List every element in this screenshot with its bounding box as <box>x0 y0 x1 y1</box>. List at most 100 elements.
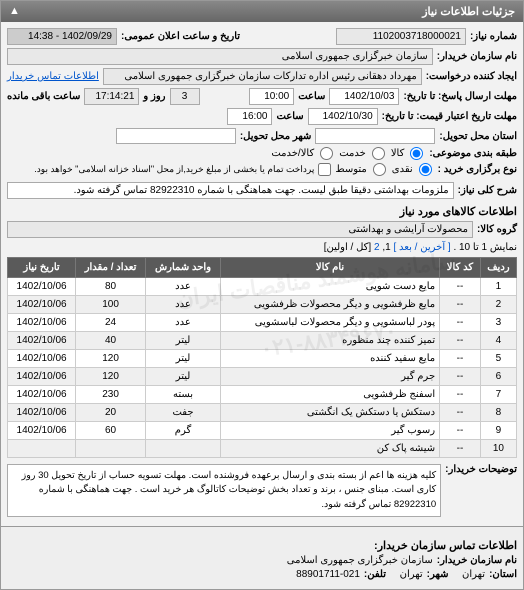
pager-text1: نمایش 1 تا 10 . <box>453 242 517 253</box>
table-row[interactable]: 2--مایع ظرفشویی و دیگر محصولات ظرفشوییعد… <box>8 296 517 314</box>
table-cell: 8 <box>480 404 516 422</box>
table-cell: عدد <box>146 296 221 314</box>
table-cell: 60 <box>76 422 146 440</box>
table-cell: 1402/10/06 <box>8 368 76 386</box>
pager-p1: 1 <box>385 242 391 253</box>
footer-org: سازمان خبرگزاری جمهوری اسلامی <box>287 555 433 566</box>
table-cell: لیتر <box>146 332 221 350</box>
footer-block: اطلاعات تماس سازمان خریدار: نام سازمان خ… <box>1 526 523 589</box>
table-cell: شیشه پاک کن <box>220 440 439 458</box>
pager-text2: [کل / اولین] <box>324 242 372 253</box>
panel-body: شماره نیاز: 1102003718000021 تاریخ و ساع… <box>1 22 523 526</box>
table-row[interactable]: 7--اسفنج ظرفشوییبسته2301402/10/06 <box>8 386 517 404</box>
pkg-radio-goods[interactable] <box>410 147 423 160</box>
table-cell: 24 <box>76 314 146 332</box>
pager-last[interactable]: [ آخرین <box>420 242 450 253</box>
desc-label: شرح کلی نیاز: <box>458 185 517 196</box>
table-cell: -- <box>440 440 481 458</box>
table-cell: 1402/10/06 <box>8 404 76 422</box>
deliver-prov <box>315 128 435 144</box>
days-left: 3 <box>170 88 200 105</box>
table-row[interactable]: 4--تمیز کننده چند منظورهلیتر401402/10/06 <box>8 332 517 350</box>
panel-header: جزئیات اطلاعات نیاز ▲ <box>1 1 523 22</box>
table-cell: 6 <box>480 368 516 386</box>
table-cell: -- <box>440 422 481 440</box>
table-row[interactable]: 6--جرم گیرلیتر1201402/10/06 <box>8 368 517 386</box>
table-cell: 1402/10/06 <box>8 314 76 332</box>
table-cell: -- <box>440 278 481 296</box>
table-cell: 2 <box>480 296 516 314</box>
table-cell: -- <box>440 404 481 422</box>
contact-link[interactable]: اطلاعات تماس خریدار <box>7 71 99 82</box>
table-cell: -- <box>440 368 481 386</box>
pkg-radio-both[interactable] <box>320 147 333 160</box>
table-cell: 9 <box>480 422 516 440</box>
table-cell: لیتر <box>146 368 221 386</box>
pager: نمایش 1 تا 10 . [ آخرین / بعد ] 1, 2 [کل… <box>7 242 517 253</box>
table-cell: 4 <box>480 332 516 350</box>
pkg-r1: کالا <box>391 148 405 159</box>
table-cell: 120 <box>76 368 146 386</box>
deadline-date: 1402/10/03 <box>329 88 399 105</box>
table-cell: 40 <box>76 332 146 350</box>
pay-label: نوع برگزاری خرید : <box>438 164 517 175</box>
pub-date-value: 1402/09/29 - 14:38 <box>7 28 117 45</box>
table-cell: پودر لباسشویی و دیگر محصولات لباسشویی <box>220 314 439 332</box>
table-cell: گرم <box>146 422 221 440</box>
table-cell: عدد <box>146 278 221 296</box>
pay-check[interactable] <box>318 163 331 176</box>
table-cell: 3 <box>480 314 516 332</box>
pkg-r2: خدمت <box>339 148 366 159</box>
desc-value: ملزومات بهداشتی دقیقا طبق لیست. جهت هماه… <box>7 182 454 199</box>
table-row[interactable]: 10--شیشه پاک کن <box>8 440 517 458</box>
table-cell: تمیز کننده چند منظوره <box>220 332 439 350</box>
table-header: تاریخ نیاز <box>8 258 76 278</box>
pkg-radio-service[interactable] <box>372 147 385 160</box>
price-time: 16:00 <box>227 108 272 125</box>
pager-next[interactable]: / بعد ] <box>393 242 417 253</box>
table-cell: 100 <box>76 296 146 314</box>
buyer-notes-value: کلیه هزینه ها اعم از بسته بندی و ارسال ب… <box>7 464 441 517</box>
remain-time: 17:14:21 <box>84 88 139 105</box>
table-cell: جرم گیر <box>220 368 439 386</box>
buyer-value: سازمان خبرگزاری جمهوری اسلامی <box>7 48 433 65</box>
table-cell: مایع دست شویی <box>220 278 439 296</box>
table-cell: 1402/10/06 <box>8 422 76 440</box>
table-cell: 1402/10/06 <box>8 350 76 368</box>
table-wrap: سامانه هوشمند مناقصات ایران ۰۲۱-۸۸۳۴۹۶۷۰… <box>7 257 517 458</box>
table-cell <box>8 440 76 458</box>
pkg-r3: کالا/خدمت <box>271 148 314 159</box>
table-cell: 5 <box>480 350 516 368</box>
buyer-label: نام سازمان خریدار: <box>437 51 517 62</box>
req-no-value: 1102003718000021 <box>336 28 466 45</box>
pager-p2[interactable]: 2 <box>374 242 380 253</box>
table-row[interactable]: 8--دستکش یا دستکش یک انگشتیجفت201402/10/… <box>8 404 517 422</box>
table-row[interactable]: 5--مایع سفید کنندهلیتر1201402/10/06 <box>8 350 517 368</box>
pay-r1: نقدی <box>392 164 413 175</box>
footer-prov: تهران <box>462 569 485 580</box>
buyer-notes-label: توضیحات خریدار: <box>445 464 517 475</box>
deliver-prov-label: استان محل تحویل: <box>439 131 517 142</box>
footer-tel: 88901711-021 <box>296 569 360 580</box>
table-cell: 230 <box>76 386 146 404</box>
remain-label: ساعت باقی مانده <box>7 91 80 102</box>
collapse-icon[interactable]: ▲ <box>9 5 20 17</box>
price-date: 1402/10/30 <box>308 108 378 125</box>
table-cell: لیتر <box>146 350 221 368</box>
table-cell: 10 <box>480 440 516 458</box>
pay-radio-mid[interactable] <box>373 163 386 176</box>
table-cell: اسفنج ظرفشویی <box>220 386 439 404</box>
table-row[interactable]: 9--رسوب گیرگرم601402/10/06 <box>8 422 517 440</box>
pay-radio-cash[interactable] <box>419 163 432 176</box>
table-cell: مایع ظرفشویی و دیگر محصولات ظرفشویی <box>220 296 439 314</box>
group-value: محصولات آرایشی و بهداشتی <box>7 221 473 238</box>
table-cell: مایع سفید کننده <box>220 350 439 368</box>
table-cell: 7 <box>480 386 516 404</box>
table-cell: -- <box>440 350 481 368</box>
table-cell <box>146 440 221 458</box>
table-header: نام کالا <box>220 258 439 278</box>
table-row[interactable]: 1--مایع دست شوییعدد801402/10/06 <box>8 278 517 296</box>
price-valid-label: مهلت تاریخ اعتبار قیمت: تا تاریخ: <box>382 111 517 122</box>
table-cell: 1402/10/06 <box>8 278 76 296</box>
table-row[interactable]: 3--پودر لباسشویی و دیگر محصولات لباسشویی… <box>8 314 517 332</box>
